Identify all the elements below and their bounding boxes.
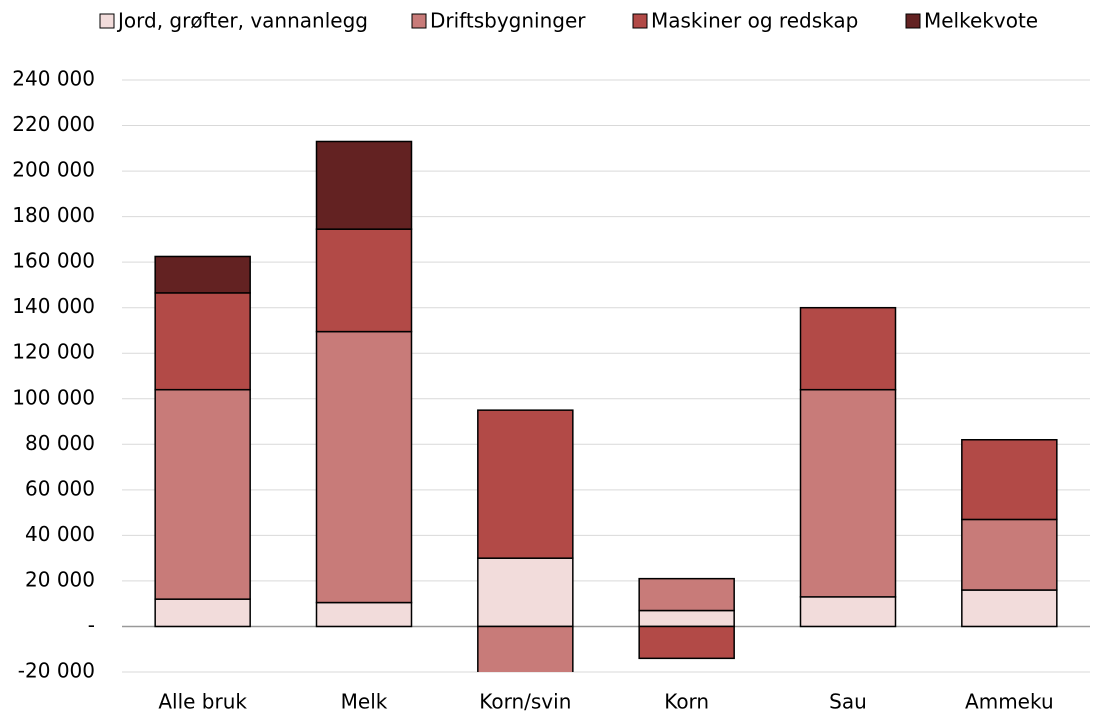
legend-swatch: [411, 13, 427, 29]
bar-segment: [961, 439, 1058, 521]
bar-segment: [477, 409, 574, 559]
y-tick-label: -20 000: [18, 659, 95, 683]
bar-segment: [477, 625, 574, 672]
bar-segment: [315, 140, 413, 230]
y-tick-label: 100 000: [12, 385, 95, 409]
y-tick-label: 200 000: [12, 158, 95, 182]
legend-swatch: [905, 13, 921, 29]
y-tick-label: 60 000: [25, 476, 95, 500]
grid: [122, 79, 1090, 673]
bar-segment: [638, 625, 735, 660]
bar-segment: [638, 609, 735, 628]
y-tick-label: 240 000: [12, 67, 95, 91]
x-tick-label: Melk: [341, 690, 388, 714]
bar-segment: [154, 292, 251, 391]
bar-segment: [799, 596, 897, 628]
x-tick-label: Korn/svin: [479, 690, 571, 714]
bar-segment: [154, 598, 251, 628]
bar-segment: [477, 557, 574, 628]
y-tick-label: 40 000: [25, 522, 95, 546]
bar-segment: [799, 306, 897, 391]
y-tick-label: 220 000: [12, 112, 95, 136]
bar-segment: [961, 518, 1058, 591]
legend-label: Driftsbygninger: [430, 9, 586, 33]
y-tick-label: 20 000: [25, 567, 95, 591]
y-tick-label: 140 000: [12, 294, 95, 318]
bar-segment: [799, 388, 897, 598]
x-tick-label: Korn: [664, 690, 709, 714]
x-tick-label: Alle bruk: [158, 690, 247, 714]
bar-segment: [961, 589, 1058, 628]
bar-segment: [315, 601, 413, 628]
bar-segment: [154, 388, 251, 600]
bar-segment: [315, 330, 413, 604]
legend-label: Maskiner og redskap: [651, 9, 858, 33]
y-tick-label: 160 000: [12, 249, 95, 273]
legend-swatch: [632, 13, 648, 29]
y-tick-label: 120 000: [12, 340, 95, 364]
legend-swatch: [99, 13, 115, 29]
bar-segment: [638, 577, 735, 612]
bars: [154, 140, 1058, 672]
y-tick-label: 80 000: [25, 431, 95, 455]
legend-label: Jord, grøfter, vannanlegg: [116, 9, 368, 33]
x-tick-label: Ammeku: [965, 690, 1054, 714]
y-tick-label: -: [88, 613, 95, 637]
x-tick-label: Sau: [829, 690, 867, 714]
bar-segment: [315, 228, 413, 333]
y-tick-label: 180 000: [12, 203, 95, 227]
legend-label: Melkekvote: [924, 9, 1038, 33]
bar-segment: [154, 255, 251, 294]
